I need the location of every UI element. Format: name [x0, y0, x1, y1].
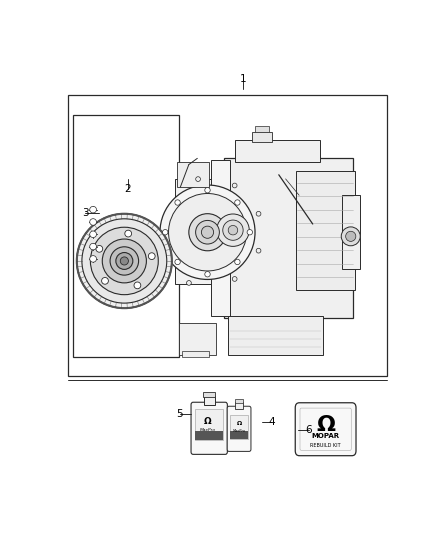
Bar [204, 396, 215, 405]
Bar [230, 415, 248, 440]
Text: Ω: Ω [204, 417, 212, 426]
Ellipse shape [346, 231, 356, 241]
Bar [235, 402, 243, 409]
Text: Ω: Ω [237, 422, 242, 426]
Bar [235, 140, 320, 163]
Bar [195, 409, 223, 440]
Text: 2: 2 [124, 184, 131, 194]
Ellipse shape [82, 219, 167, 303]
Ellipse shape [256, 248, 261, 253]
Ellipse shape [120, 257, 128, 265]
Ellipse shape [162, 230, 168, 235]
Ellipse shape [116, 253, 133, 269]
Ellipse shape [90, 256, 96, 262]
Text: MaxPro: MaxPro [200, 427, 215, 432]
Bar [175, 179, 211, 284]
Ellipse shape [341, 227, 360, 246]
Ellipse shape [160, 185, 255, 279]
Text: MOPAR: MOPAR [311, 433, 340, 439]
FancyBboxPatch shape [191, 402, 227, 454]
Ellipse shape [77, 214, 172, 308]
Ellipse shape [228, 225, 238, 235]
Ellipse shape [134, 282, 141, 289]
Ellipse shape [125, 230, 131, 237]
Bar [211, 160, 230, 317]
Ellipse shape [189, 214, 226, 251]
Polygon shape [224, 158, 353, 318]
Ellipse shape [205, 271, 210, 277]
Bar [67, 95, 387, 376]
Ellipse shape [169, 193, 247, 271]
Bar [296, 171, 355, 290]
Ellipse shape [196, 177, 201, 181]
Bar [177, 163, 209, 187]
Text: REBUILD KIT: REBUILD KIT [310, 443, 341, 448]
Text: 4: 4 [268, 417, 275, 427]
Text: 3: 3 [82, 207, 88, 217]
Bar [195, 431, 223, 440]
Ellipse shape [235, 259, 240, 265]
Bar [228, 317, 323, 356]
Ellipse shape [187, 280, 191, 285]
Ellipse shape [196, 221, 219, 244]
Ellipse shape [235, 200, 240, 205]
Text: Ω: Ω [316, 415, 335, 435]
Bar [182, 351, 209, 358]
Ellipse shape [110, 247, 138, 275]
Ellipse shape [175, 259, 180, 265]
Ellipse shape [232, 183, 237, 188]
Ellipse shape [205, 188, 210, 193]
Bar [179, 322, 216, 356]
Bar [255, 126, 268, 133]
Ellipse shape [256, 212, 261, 216]
Ellipse shape [217, 214, 249, 246]
Ellipse shape [247, 230, 253, 235]
Ellipse shape [148, 253, 155, 260]
Text: 1: 1 [240, 74, 247, 84]
Bar [203, 392, 215, 397]
Bar [235, 399, 244, 402]
Ellipse shape [96, 246, 103, 252]
Ellipse shape [102, 278, 108, 284]
Bar [74, 115, 179, 358]
Bar [230, 431, 248, 440]
Ellipse shape [102, 239, 146, 283]
Text: MaxPro: MaxPro [233, 429, 246, 433]
Ellipse shape [201, 226, 214, 238]
Ellipse shape [90, 206, 96, 213]
Ellipse shape [175, 200, 180, 205]
Bar [251, 132, 272, 142]
Ellipse shape [232, 277, 237, 281]
Ellipse shape [90, 219, 96, 225]
Text: 6: 6 [305, 425, 312, 435]
FancyBboxPatch shape [295, 403, 356, 456]
FancyBboxPatch shape [227, 406, 251, 451]
Ellipse shape [90, 227, 158, 295]
Text: 5: 5 [177, 409, 183, 418]
Ellipse shape [223, 220, 243, 240]
Ellipse shape [90, 231, 96, 238]
Ellipse shape [90, 243, 96, 250]
Bar [342, 195, 360, 269]
